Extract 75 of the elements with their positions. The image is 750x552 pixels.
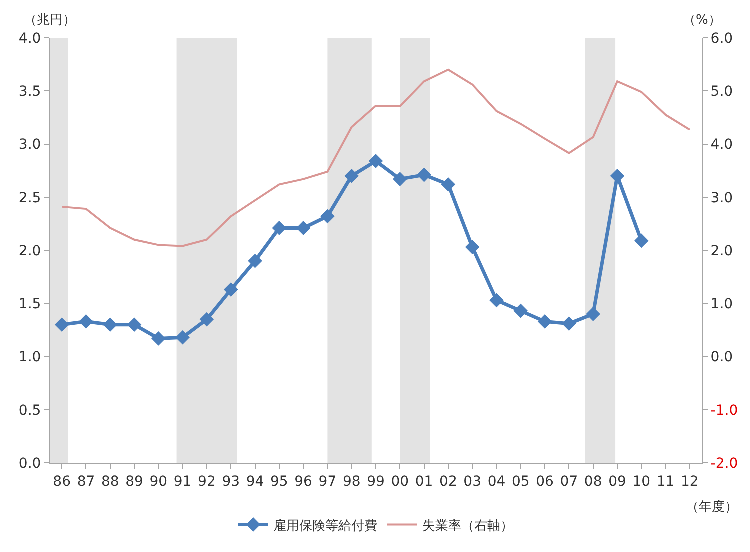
y-axis-title: （兆円） xyxy=(24,13,76,28)
point xyxy=(417,168,432,182)
point xyxy=(152,332,166,346)
x-tick-label: 03 xyxy=(464,474,482,490)
x-tick-label: 99 xyxy=(367,474,385,490)
x-tick-label: 88 xyxy=(101,474,120,490)
x-tick-label: 91 xyxy=(174,474,192,490)
point xyxy=(248,254,262,268)
y2-tick-label: 6.0 xyxy=(710,30,734,47)
line-series xyxy=(61,68,691,248)
legend-label: 失業率（右軸） xyxy=(422,518,514,534)
point xyxy=(344,168,359,184)
point xyxy=(103,318,118,332)
point xyxy=(465,240,480,254)
point xyxy=(586,307,600,322)
y2-tick-label: 5.0 xyxy=(710,84,734,100)
point xyxy=(200,312,214,327)
y-tick-label: 4.0 xyxy=(18,30,42,47)
y2-axis-title: （%） xyxy=(683,13,722,28)
point xyxy=(490,293,504,308)
x-tick-label: 07 xyxy=(560,474,578,490)
point xyxy=(562,316,576,331)
x-tick-label: 11 xyxy=(656,474,675,490)
x-tick-label: 97 xyxy=(318,474,337,490)
point xyxy=(127,318,142,332)
y2-tick-label: -1.0 xyxy=(710,402,738,419)
x-tick-label: 02 xyxy=(440,474,458,490)
x-tick-label: 86 xyxy=(53,474,72,490)
point xyxy=(272,221,287,236)
point xyxy=(368,154,384,168)
y2-tick-label: 1.0 xyxy=(710,296,734,313)
y2-tick-label: 3.0 xyxy=(710,190,734,206)
x-tick-label: 95 xyxy=(270,474,288,490)
x-axis-title: （年度） xyxy=(686,499,738,515)
y-tick-label: 2.5 xyxy=(18,190,42,206)
legend-label: 雇用保険等給付費 xyxy=(274,518,378,534)
y-tick-label: 3.5 xyxy=(18,84,42,100)
x-tick-label: 00 xyxy=(391,474,410,490)
y2-tick-label: 2.0 xyxy=(710,243,734,260)
y-tick-label: 0.5 xyxy=(18,402,42,419)
x-tick-label: 06 xyxy=(536,474,554,490)
y-tick-label: 1.5 xyxy=(18,296,42,313)
point xyxy=(634,234,649,248)
y2-tick-label: -2.0 xyxy=(710,456,738,472)
point xyxy=(320,209,335,224)
point xyxy=(79,314,94,329)
y-tick-label: 1.0 xyxy=(18,350,42,366)
x-tick-label: 96 xyxy=(294,474,313,490)
x-tick-label: 94 xyxy=(246,474,264,490)
x-tick-label: 98 xyxy=(342,474,361,490)
x-tick-label: 89 xyxy=(126,474,144,490)
x-tick-label: 10 xyxy=(632,474,651,490)
y-tick-label: 0.0 xyxy=(18,456,42,472)
x-tick-label: 93 xyxy=(222,474,240,490)
point xyxy=(514,304,528,318)
point xyxy=(296,221,311,236)
point xyxy=(393,172,408,186)
y2-tick-label: 4.0 xyxy=(710,137,734,154)
x-tick-label: 04 xyxy=(488,474,506,490)
x-tick-label: 05 xyxy=(512,474,530,490)
point xyxy=(224,282,238,297)
y-tick-label: 3.0 xyxy=(18,137,42,154)
point xyxy=(176,330,190,345)
x-tick-label: 12 xyxy=(681,474,699,490)
x-tick-label: 09 xyxy=(608,474,626,490)
x-tick-label: 92 xyxy=(198,474,216,490)
point xyxy=(54,318,70,332)
y-tick-label: 2.0 xyxy=(18,243,42,260)
x-tick-label: 90 xyxy=(150,474,168,490)
x-tick-label: 87 xyxy=(77,474,96,490)
point xyxy=(441,177,456,192)
point xyxy=(538,314,552,329)
y2-tick-label: 0.0 xyxy=(710,350,734,366)
x-tick-label: 01 xyxy=(415,474,434,490)
x-tick-label: 08 xyxy=(584,474,602,490)
